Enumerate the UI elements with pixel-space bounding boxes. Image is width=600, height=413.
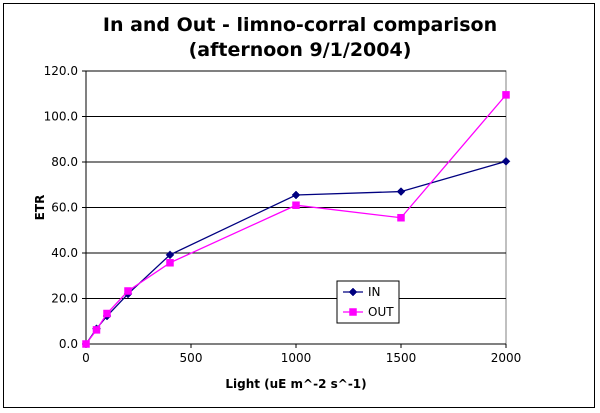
x-tick-label: 1500 — [386, 351, 417, 365]
y-tick-label: 20.0 — [51, 292, 78, 306]
y-tick-label: 0.0 — [59, 337, 78, 351]
data-point-out — [166, 259, 174, 267]
y-tick-label: 80.0 — [51, 155, 78, 169]
legend: IN OUT — [336, 280, 400, 324]
data-point-out — [92, 326, 101, 334]
x-tick-label: 2000 — [491, 351, 522, 365]
y-tick-label: 60.0 — [51, 201, 78, 215]
data-point-out — [397, 213, 405, 222]
legend-label: OUT — [368, 305, 394, 319]
y-tick-label: 120.0 — [44, 64, 78, 78]
x-tick-label: 500 — [180, 351, 203, 365]
series-out — [82, 91, 510, 348]
data-point-in — [396, 187, 406, 196]
y-tick-label: 40.0 — [51, 246, 78, 260]
data-point-out — [502, 91, 510, 99]
legend-marker — [348, 287, 358, 297]
x-axis-label: Light (uE m^-2 s^-1) — [225, 377, 366, 391]
x-tick-label: 0 — [82, 351, 90, 365]
legend-box — [336, 280, 400, 324]
y-tick-label: 100.0 — [44, 110, 78, 124]
data-point-in — [165, 250, 175, 260]
data-point-out — [292, 201, 300, 209]
legend-marker — [349, 308, 357, 316]
y-axis-label: ETR — [33, 195, 47, 221]
data-point-in — [291, 190, 301, 200]
data-point-out — [103, 309, 111, 318]
x-tick-label: 1000 — [281, 351, 312, 365]
data-point-in — [501, 156, 511, 166]
chart-title-line2: (afternoon 9/1/2004) — [188, 39, 412, 61]
data-point-out — [124, 287, 132, 295]
chart-title-line1: In and Out - limno-corral comparison — [102, 14, 498, 36]
data-point-out — [82, 340, 90, 348]
legend-label: IN — [368, 285, 381, 299]
